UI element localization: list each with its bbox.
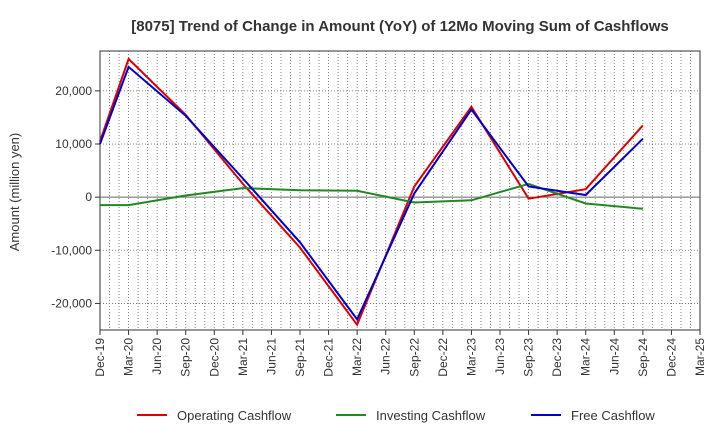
x-tick-label: Jun-24: [607, 338, 621, 375]
x-tick-label: Sep-21: [293, 338, 307, 377]
x-tick-label: Dec-24: [664, 338, 678, 377]
x-tick-label: Mar-23: [464, 338, 478, 376]
y-tick-label: 0: [85, 190, 92, 204]
x-tick-label: Dec-20: [207, 338, 221, 377]
x-tick-label: Sep-20: [179, 338, 193, 377]
x-tick-label: Dec-23: [550, 338, 564, 377]
legend-item: Investing Cashflow: [336, 408, 486, 423]
legend-label: Investing Cashflow: [376, 408, 486, 423]
x-tick-label: Mar-22: [350, 338, 364, 376]
y-tick-label: -20,000: [51, 296, 92, 310]
legend-item: Operating Cashflow: [137, 408, 292, 423]
plot-area: [100, 51, 700, 330]
x-tick-label: Dec-19: [93, 338, 107, 377]
x-tick-label: Sep-22: [407, 338, 421, 377]
x-tick-label: Mar-24: [579, 338, 593, 376]
y-axis-label: Amount (million yen): [7, 133, 22, 252]
y-tick-label: 10,000: [55, 137, 92, 151]
x-tick-label: Jun-23: [493, 338, 507, 375]
x-tick-label: Sep-23: [522, 338, 536, 377]
x-tick-label: Jun-21: [264, 338, 278, 375]
legend-label: Operating Cashflow: [177, 408, 292, 423]
x-tick-label: Mar-21: [236, 338, 250, 376]
x-tick-label: Mar-20: [122, 338, 136, 376]
chart-title: [8075] Trend of Change in Amount (YoY) o…: [131, 18, 669, 35]
legend-label: Free Cashflow: [571, 408, 655, 423]
x-tick-label: Dec-21: [322, 338, 336, 377]
y-tick-label: -10,000: [51, 243, 92, 257]
x-tick-label: Sep-24: [636, 338, 650, 377]
x-tick-label: Jun-22: [379, 338, 393, 375]
x-tick-label: Mar-25: [693, 338, 707, 376]
legend: Operating Cashflow Investing Cashflow Free…: [137, 408, 655, 423]
legend-item: Free Cashflow: [531, 408, 655, 423]
x-tick-label: Dec-22: [436, 338, 450, 377]
x-tick-label: Jun-20: [150, 338, 164, 375]
y-tick-label: 20,000: [55, 84, 92, 98]
